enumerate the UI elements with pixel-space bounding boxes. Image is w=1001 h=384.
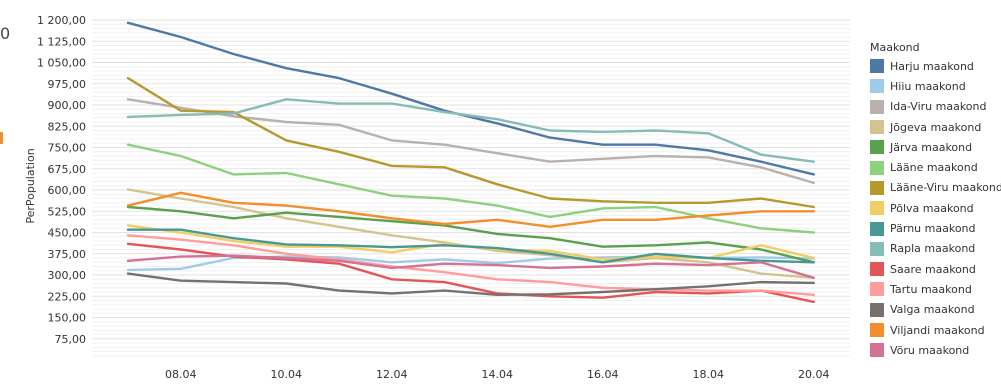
legend-swatch bbox=[870, 79, 884, 94]
y-tick-label: 150,00 bbox=[48, 312, 87, 325]
legend-swatch bbox=[870, 160, 884, 175]
cropped-text-fragment: 0 bbox=[0, 24, 11, 43]
legend-label: Jõgeva maakond bbox=[890, 120, 982, 134]
y-axis-title: PerPopulation bbox=[24, 148, 37, 223]
series-line bbox=[126, 228, 815, 264]
grid-lines bbox=[92, 19, 850, 357]
series-line bbox=[126, 98, 815, 163]
cropped-orange-mark bbox=[0, 132, 3, 144]
y-tick-label: 300,00 bbox=[48, 269, 87, 282]
legend-swatch bbox=[870, 140, 884, 155]
legend-swatch bbox=[870, 221, 884, 236]
legend-item[interactable]: Saare maakond bbox=[870, 259, 1001, 279]
y-tick-label: 75,00 bbox=[55, 333, 87, 346]
line-chart: 75,00 150,00 225,00 300,00 375,00 450,00 525,0… bbox=[24, 14, 850, 381]
legend-label: Lääne maakond bbox=[890, 161, 978, 175]
legend-item[interactable]: Lääne maakond bbox=[870, 157, 1001, 177]
legend-label: Ida-Viru maakond bbox=[890, 100, 987, 114]
legend-swatch bbox=[870, 180, 884, 195]
series-line bbox=[126, 191, 815, 229]
legend-item[interactable]: Lääne-Viru maakond bbox=[870, 178, 1001, 198]
legend-label: Rapla maakond bbox=[890, 242, 976, 256]
legend-label: Harju maakond bbox=[890, 59, 974, 73]
series-line bbox=[126, 21, 815, 176]
legend-swatch bbox=[870, 99, 884, 114]
y-tick-label: 1 125,00 bbox=[37, 35, 86, 48]
x-tick-label: 10.04 bbox=[271, 368, 303, 381]
series-line bbox=[126, 205, 815, 264]
legend-item[interactable]: Rapla maakond bbox=[870, 239, 1001, 259]
legend-swatch bbox=[870, 323, 884, 337]
legend: Maakond Harju maakond Hiiu maakond Ida-Vir… bbox=[870, 40, 1001, 360]
legend-label: Põlva maakond bbox=[890, 201, 974, 215]
legend-label: Valga maakond bbox=[890, 303, 975, 317]
y-tick-label: 600,00 bbox=[48, 184, 87, 197]
legend-item[interactable]: Järva maakond bbox=[870, 137, 1001, 157]
y-tick-label: 1 200,00 bbox=[37, 14, 86, 27]
series-line bbox=[126, 272, 815, 296]
legend-label: Võru maakond bbox=[890, 343, 970, 357]
series-line bbox=[126, 234, 815, 296]
legend-item[interactable]: Valga maakond bbox=[870, 300, 1001, 320]
legend-item[interactable]: Põlva maakond bbox=[870, 198, 1001, 218]
legend-item[interactable]: Jõgeva maakond bbox=[870, 117, 1001, 137]
legend-item[interactable]: Hiiu maakond bbox=[870, 76, 1001, 96]
legend-label: Järva maakond bbox=[890, 140, 973, 154]
y-axis-ticks: 75,00 150,00 225,00 300,00 375,00 450,00 525,0… bbox=[37, 14, 86, 346]
x-tick-label: 14.04 bbox=[482, 368, 514, 381]
legend-swatch bbox=[870, 302, 884, 317]
y-tick-label: 975,00 bbox=[48, 78, 87, 91]
x-axis-ticks: 08.04 10.04 12.04 14.04 16.04 18.04 20.04 bbox=[165, 368, 830, 381]
x-tick-label: 20.04 bbox=[798, 368, 830, 381]
x-tick-label: 12.04 bbox=[376, 368, 408, 381]
legend-swatch bbox=[870, 201, 884, 216]
y-tick-label: 825,00 bbox=[48, 120, 87, 133]
legend-item[interactable]: Tartu maakond bbox=[870, 279, 1001, 299]
legend-swatch bbox=[870, 343, 884, 358]
y-tick-label: 225,00 bbox=[48, 290, 87, 303]
legend-swatch bbox=[870, 241, 884, 256]
legend-label: Lääne-Viru maakond bbox=[890, 181, 1001, 195]
x-tick-label: 16.04 bbox=[587, 368, 619, 381]
legend-label: Hiiu maakond bbox=[890, 79, 966, 93]
y-tick-label: 1 050,00 bbox=[37, 57, 86, 70]
legend-item[interactable]: Ida-Viru maakond bbox=[870, 97, 1001, 117]
legend-swatch bbox=[870, 59, 884, 74]
legend-items: Harju maakond Hiiu maakond Ida-Viru maakon… bbox=[870, 56, 1001, 360]
x-tick-label: 08.04 bbox=[165, 368, 197, 381]
y-tick-label: 750,00 bbox=[48, 142, 87, 155]
x-tick-label: 18.04 bbox=[693, 368, 725, 381]
legend-label: Tartu maakond bbox=[890, 282, 972, 296]
legend-item[interactable]: Viljandi maakond bbox=[870, 320, 1001, 340]
legend-item[interactable]: Võru maakond bbox=[870, 340, 1001, 360]
legend-title: Maakond bbox=[870, 41, 920, 54]
series-line bbox=[126, 254, 815, 279]
series-line bbox=[126, 76, 815, 209]
legend-item[interactable]: Pärnu maakond bbox=[870, 218, 1001, 238]
legend-swatch bbox=[870, 282, 884, 297]
y-tick-label: 675,00 bbox=[48, 163, 87, 176]
y-tick-label: 525,00 bbox=[48, 205, 87, 218]
legend-swatch bbox=[870, 262, 884, 277]
legend-label: Pärnu maakond bbox=[890, 222, 976, 236]
legend-label: Viljandi maakond bbox=[890, 323, 985, 337]
legend-label: Saare maakond bbox=[890, 262, 976, 276]
y-tick-label: 450,00 bbox=[48, 227, 87, 240]
y-tick-label: 375,00 bbox=[48, 248, 87, 261]
series-lines bbox=[126, 21, 815, 304]
legend-item[interactable]: Harju maakond bbox=[870, 56, 1001, 76]
legend-swatch bbox=[870, 120, 884, 135]
y-tick-label: 900,00 bbox=[48, 99, 87, 112]
